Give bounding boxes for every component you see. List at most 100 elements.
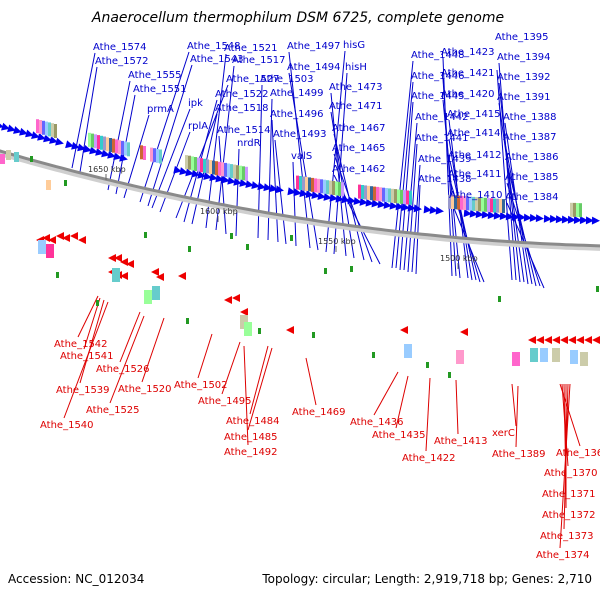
gene-category-block	[233, 164, 236, 179]
top-gene-label: rplA	[188, 121, 208, 132]
forward-gene-arrow	[209, 173, 218, 182]
forward-gene-arrow	[77, 143, 86, 152]
forward-gene-arrow	[269, 184, 278, 193]
forward-gene-arrow	[31, 131, 40, 140]
forward-gene-arrow	[481, 210, 490, 219]
forward-gene-arrow	[353, 197, 362, 206]
gene-category-block	[329, 180, 332, 195]
top-gene-label: Athe_1496	[270, 109, 324, 120]
forward-gene-arrow	[395, 202, 404, 211]
bottom-gene-label: Athe_1492	[224, 447, 278, 458]
top-gene-label: Athe_1555	[128, 70, 182, 81]
reverse-gene-arrow	[224, 296, 232, 304]
gene-category-block	[100, 135, 103, 150]
gene-category-block	[370, 186, 373, 201]
gene-category-block	[103, 136, 106, 151]
top-label-connector	[498, 102, 525, 283]
gene-category-block	[38, 240, 46, 254]
bottom-label-connector	[221, 341, 241, 395]
forward-gene-arrow	[227, 176, 236, 185]
top-gene-label: Athe_1438	[418, 174, 472, 185]
gene-category-block	[484, 197, 487, 212]
gene-category-block	[185, 155, 188, 170]
gene-category-block	[580, 352, 588, 366]
gene-category-block	[115, 139, 118, 154]
position-tick-label: 1650 kbp	[88, 165, 126, 174]
bottom-gene-label: Athe_1520	[118, 384, 172, 395]
gene-category-block	[188, 155, 191, 170]
reverse-gene-arrow	[576, 336, 584, 344]
gene-category-block	[152, 286, 160, 300]
rna-marker	[186, 318, 189, 324]
forward-gene-arrow	[555, 215, 564, 224]
forward-gene-arrow	[341, 195, 350, 204]
bottom-gene-label: xerC	[492, 428, 515, 439]
top-gene-label: Athe_1388	[503, 112, 557, 123]
forward-gene-arrow	[0, 121, 4, 129]
gene-category-block	[530, 348, 538, 362]
rna-marker	[96, 300, 99, 306]
forward-gene-arrow	[371, 199, 380, 208]
forward-gene-arrow	[173, 165, 182, 174]
top-label-connector	[395, 81, 414, 269]
top-label-connector	[442, 99, 461, 279]
bottom-label-connector	[197, 333, 213, 379]
bottom-gene-label: Athe_1525	[86, 405, 140, 416]
top-label-connector	[288, 51, 311, 249]
gene-category-block	[144, 290, 152, 304]
top-label-connector	[449, 160, 477, 281]
rna-marker	[448, 372, 451, 378]
gene-category-block	[388, 188, 391, 203]
forward-gene-arrow	[13, 126, 22, 134]
top-label-connector	[267, 98, 273, 241]
gene-category-block	[358, 184, 361, 199]
top-gene-label: Athe_1446	[411, 71, 465, 82]
bottom-label-connector	[511, 383, 517, 427]
bottom-label-connector	[455, 379, 459, 435]
forward-gene-arrow	[511, 212, 520, 221]
bottom-label-connector	[119, 311, 141, 363]
reverse-gene-arrow	[400, 326, 408, 334]
gene-category-block	[121, 140, 124, 155]
forward-gene-arrow	[287, 187, 296, 196]
forward-gene-arrow	[215, 174, 224, 183]
rna-marker	[290, 235, 293, 241]
backbone-shadow	[0, 150, 600, 251]
forward-gene-arrow	[197, 170, 206, 179]
gene-category-block	[490, 198, 493, 213]
forward-gene-arrow	[591, 216, 600, 225]
top-gene-label: Athe_1384	[505, 192, 559, 203]
bottom-gene-label: Athe_1484	[226, 416, 280, 427]
top-label-connector	[218, 135, 227, 235]
gene-category-block	[112, 268, 120, 282]
top-gene-label: Athe_1465	[332, 143, 386, 154]
forward-gene-arrow	[43, 134, 52, 143]
gene-category-block	[88, 132, 91, 147]
forward-gene-arrow	[107, 150, 116, 159]
position-ticks: 1650 kbp 1600 kbp 1550 kbp 1500 kbp	[88, 165, 478, 269]
gene-category-block	[552, 348, 560, 362]
gene-category-block	[109, 138, 112, 152]
reverse-gene-arrow	[568, 336, 576, 344]
bottom-gene-label: Athe_1502	[174, 380, 228, 391]
forward-gene-arrow	[233, 177, 242, 186]
forward-gene-arrow	[119, 153, 128, 162]
gene-category-block	[385, 188, 388, 202]
bottom-label-connector	[425, 377, 431, 452]
label-connector-lines	[63, 50, 581, 549]
forward-gene-arrow	[407, 203, 416, 212]
top-gene-label: Athe_1527	[226, 74, 280, 85]
gene-category-block	[206, 159, 209, 174]
bottom-label-connector	[559, 383, 571, 549]
reverse-gene-arrow	[56, 232, 64, 240]
bottom-gene-label: Athe_1371	[542, 489, 596, 500]
reverse-gene-arrow	[240, 308, 248, 316]
gene-category-block	[51, 123, 54, 138]
gene-category-block	[512, 352, 520, 366]
top-label-connector	[79, 66, 98, 173]
bottom-label-connector	[141, 317, 165, 383]
top-gene-label: Athe_1385	[505, 172, 559, 183]
gene-category-block	[244, 322, 252, 336]
top-gene-label: Athe_1415	[447, 109, 501, 120]
